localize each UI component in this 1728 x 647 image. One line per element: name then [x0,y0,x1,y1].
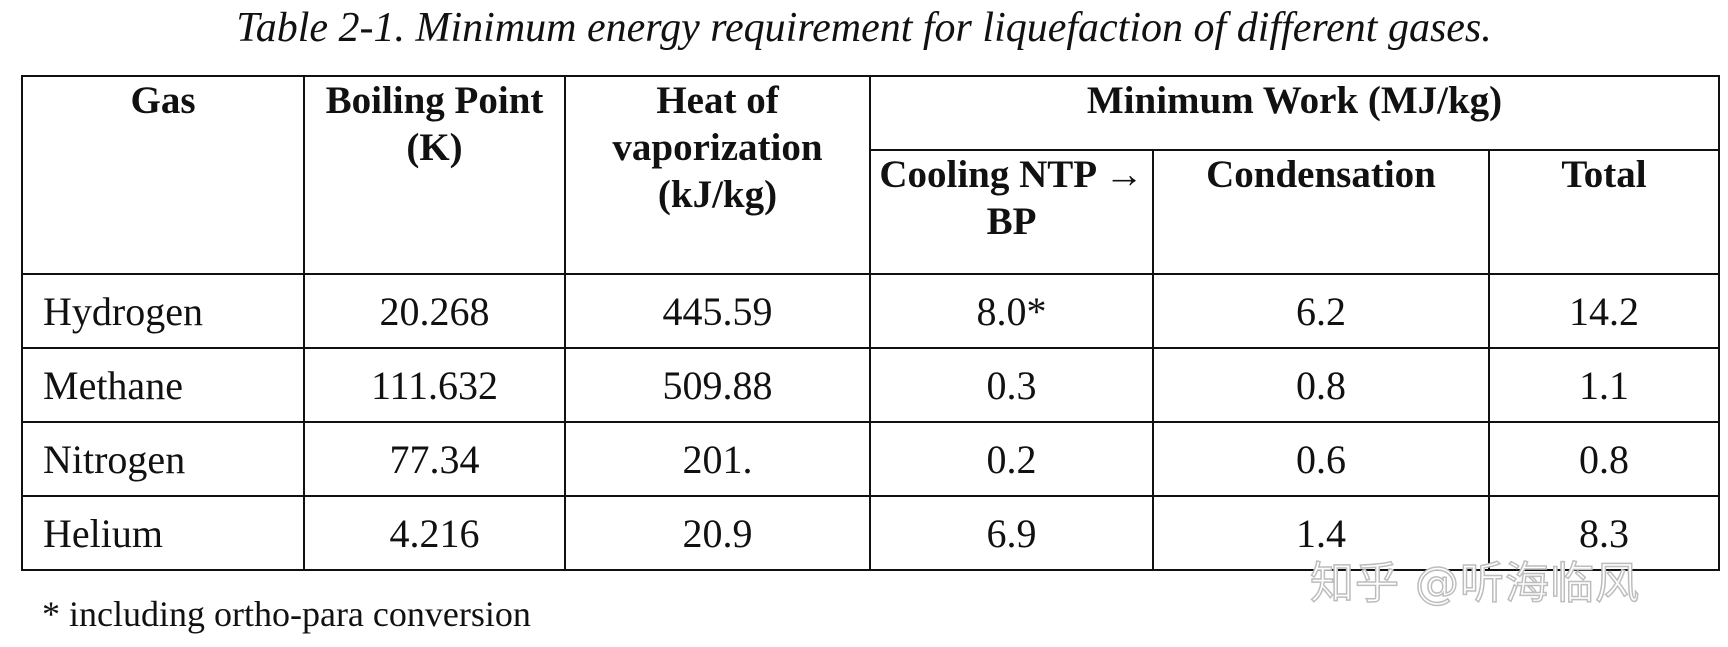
header-boiling-point: Boiling Point (K) [303,75,566,275]
header-row-top: Gas Boiling Point (K) Heat of vaporizati… [21,75,1721,275]
cell-heat-of-vaporization: 201. [564,421,871,497]
cell-cooling: 8.0* [869,273,1154,349]
header-total: Total [1487,149,1721,275]
header-cooling: Cooling NTP → BP [869,149,1154,275]
cell-total: 8.3 [1487,495,1721,571]
watermark: 知乎 @听海临风 [1309,557,1640,610]
header-minimum-work: Minimum Work (MJ/kg) [868,75,1721,151]
table-footnote: * including ortho-para conversion [42,594,531,634]
cell-cooling: 0.3 [869,347,1154,423]
cell-boiling-point: 77.34 [303,421,566,497]
cell-total: 1.1 [1487,347,1721,423]
cell-condensation: 1.4 [1152,495,1490,571]
cell-cooling: 0.2 [869,421,1154,497]
cell-total: 0.8 [1487,421,1721,497]
cell-total: 14.2 [1487,273,1721,349]
cell-heat-of-vaporization: 20.9 [564,495,871,571]
cell-gas: Nitrogen [21,421,305,497]
header-heat-of-vaporization: Heat of vaporization (kJ/kg) [564,75,871,275]
cell-condensation: 6.2 [1152,273,1490,349]
cell-boiling-point: 111.632 [303,347,566,423]
header-condensation: Condensation [1152,149,1490,275]
cell-cooling: 6.9 [869,495,1154,571]
cell-heat-of-vaporization: 509.88 [564,347,871,423]
liquefaction-energy-table: Gas Boiling Point (K) Heat of vaporizati… [21,75,1721,571]
cell-gas: Hydrogen [21,273,305,349]
header-row-sub: Cooling NTP → BP Condensation Total [22,149,1721,275]
cell-condensation: 0.6 [1152,421,1490,497]
cell-gas: Methane [21,347,305,423]
table-row-nitrogen: Nitrogen 77.34 201. 0.2 0.6 0.8 [21,421,1721,497]
header-gas: Gas [21,75,305,275]
table-row-hydrogen: Hydrogen 20.268 445.59 8.0* 6.2 14.2 [21,273,1721,349]
cell-gas: Helium [21,495,305,571]
table-row-helium: Helium 4.216 20.9 6.9 1.4 8.3 [21,495,1721,571]
cell-heat-of-vaporization: 445.59 [564,273,871,349]
cell-boiling-point: 20.268 [303,273,566,349]
table-caption: Table 2-1. Minimum energy requirement fo… [236,5,1492,51]
cell-condensation: 0.8 [1152,347,1490,423]
cell-boiling-point: 4.216 [303,495,566,571]
table-row-methane: Methane 111.632 509.88 0.3 0.8 1.1 [21,347,1721,423]
